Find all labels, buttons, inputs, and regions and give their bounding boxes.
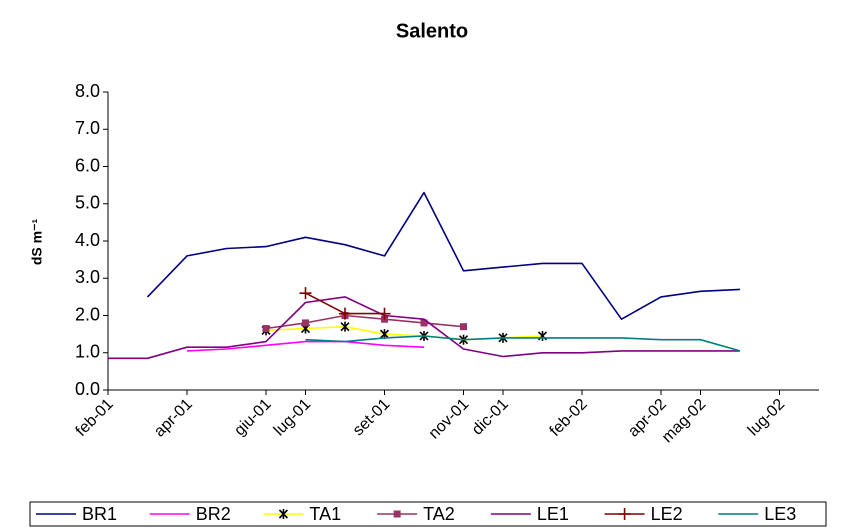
y-tick-label: 6.0 [75, 155, 100, 175]
legend-label: TA1 [309, 504, 341, 524]
x-tick-label: lug-01 [271, 396, 315, 440]
x-tick-label: mag-02 [659, 396, 709, 446]
y-tick-label: 1.0 [75, 342, 100, 362]
x-tick-label: lug-02 [745, 396, 789, 440]
series-line [305, 335, 741, 352]
marker [378, 307, 391, 320]
y-tick-label: 3.0 [75, 267, 100, 287]
series-line [146, 191, 741, 320]
marker [302, 319, 309, 327]
x-tick-label: feb-02 [547, 396, 591, 440]
y-tick-label: 2.0 [75, 304, 100, 324]
marker [460, 323, 467, 331]
x-tick-label: apr-01 [151, 396, 196, 441]
x-tick-label: dic-01 [469, 396, 512, 439]
marker [278, 509, 288, 519]
y-tick-label: 7.0 [75, 118, 100, 138]
legend-label: LE1 [537, 504, 569, 524]
legend-label: BR2 [196, 504, 231, 524]
marker [339, 307, 351, 320]
legend-label: BR1 [82, 504, 117, 524]
y-axis-label: dS m⁻¹ [29, 219, 45, 266]
y-tick-label: 0.0 [75, 379, 100, 399]
x-tick-label: set-01 [350, 396, 394, 440]
legend-box [29, 501, 827, 527]
legend-label: LE2 [651, 504, 683, 524]
x-tick-label: giu-01 [231, 396, 275, 440]
x-tick-label: nov-01 [426, 396, 473, 443]
marker [420, 319, 428, 327]
x-tick-label: feb-01 [73, 396, 117, 440]
marker [262, 325, 270, 333]
legend-label: LE3 [764, 504, 796, 524]
y-tick-label: 8.0 [75, 81, 100, 101]
series-line [108, 296, 740, 360]
marker [618, 508, 631, 520]
marker [299, 287, 312, 300]
legend-label: TA2 [423, 504, 455, 524]
series-line [186, 340, 425, 352]
marker [393, 510, 401, 518]
marker [340, 321, 350, 332]
y-tick-label: 4.0 [75, 230, 100, 250]
y-tick-label: 5.0 [75, 193, 100, 213]
chart-title: Salento [396, 20, 468, 42]
